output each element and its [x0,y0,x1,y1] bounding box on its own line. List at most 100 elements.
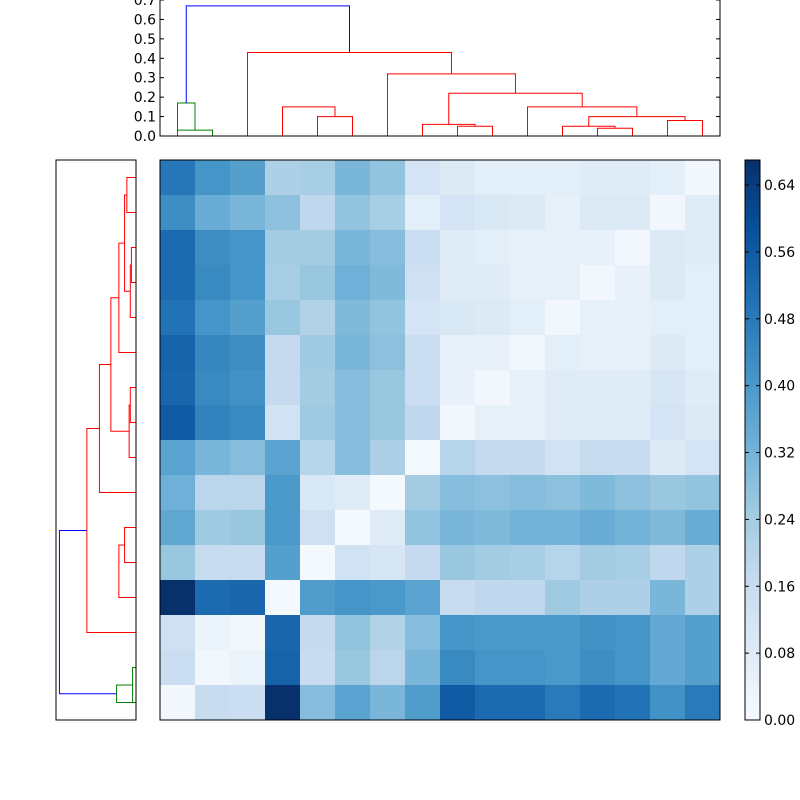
heatmap-cell [335,230,371,266]
heatmap-cell [405,265,441,301]
heatmap-cell [615,230,651,266]
heatmap-cell [300,230,336,266]
heatmap-cell [265,615,301,651]
colorbar-tick-label: 0.56 [764,245,795,261]
heatmap-cell [230,475,266,511]
heatmap-cell [545,230,581,266]
top-dendrogram-tick-label: 0.7 [134,0,156,9]
heatmap-cell [510,230,546,266]
heatmap-cell [370,475,406,511]
heatmap-cell [650,230,686,266]
heatmap-cell [545,195,581,231]
heatmap-cell [650,370,686,406]
heatmap-cell [475,160,511,196]
heatmap-cell [195,580,231,616]
heatmap-cell [300,160,336,196]
heatmap-cell [265,685,301,721]
heatmap-cell [510,300,546,336]
heatmap-cell [650,405,686,441]
heatmap-cell [230,195,266,231]
heatmap-cell [510,510,546,546]
heatmap-cell [475,265,511,301]
heatmap-cell [545,160,581,196]
heatmap-cell [510,650,546,686]
top-dendrogram-tick-label: 0.6 [134,12,156,28]
heatmap-cell [160,580,196,616]
heatmap-cell [230,685,266,721]
top-dendrogram-link [597,127,633,136]
heatmap-cell [475,650,511,686]
top-dendrogram-link [588,116,686,127]
heatmap-cell [195,230,231,266]
heatmap-cell [370,230,406,266]
heatmap-cell [615,510,651,546]
heatmap-cell [510,545,546,581]
heatmap-cell [580,545,616,581]
heatmap-cell [475,230,511,266]
heatmap-cell [370,440,406,476]
heatmap-cell [335,510,371,546]
heatmap-cell [650,160,686,196]
colorbar-tick-label: 0.64 [764,178,795,194]
top-dendrogram-tick-label: 0.0 [134,129,156,145]
heatmap-cell [230,335,266,371]
heatmap-cell [650,685,686,721]
heatmap-cell [510,685,546,721]
heatmap-cell [440,300,476,336]
heatmap-cell [650,335,686,371]
heatmap-cell [685,440,721,476]
heatmap-cell [510,475,546,511]
left-dendrogram-link [130,247,136,283]
heatmap-cell [510,160,546,196]
heatmap-cell [580,370,616,406]
heatmap-cell [300,265,336,301]
top-dendrogram-link [177,129,213,136]
top-dendrogram-frame [159,0,721,137]
heatmap-cell [160,160,196,196]
heatmap-cell [160,475,196,511]
heatmap-cell [195,195,231,231]
heatmap-cell [230,650,266,686]
heatmap-cell [510,405,546,441]
heatmap-cell [195,370,231,406]
heatmap-cell [195,440,231,476]
left-dendrogram-link [124,194,131,292]
heatmap-cell [650,195,686,231]
left-dendrogram-link [116,684,136,703]
heatmap-cell [265,160,301,196]
heatmap-cell [265,370,301,406]
heatmap-cell [685,370,721,406]
heatmap-cell [685,265,721,301]
left-dendrogram [55,159,137,721]
heatmap-cell [195,615,231,651]
top-dendrogram-tick-label: 0.5 [134,32,156,48]
heatmap-cell [475,440,511,476]
heatmap-cell [195,405,231,441]
heatmap-cell [615,195,651,231]
heatmap-cell [300,300,336,336]
heatmap-cell [335,615,371,651]
heatmap-cell [300,650,336,686]
heatmap-frame [159,159,721,721]
heatmap-cell [510,615,546,651]
heatmap-cell [545,580,581,616]
colorbar-tick-label: 0.40 [764,379,795,395]
top-dendrogram-link [247,51,452,136]
heatmap-cell [335,300,371,336]
heatmap-cell [405,300,441,336]
heatmap-cell [545,650,581,686]
heatmap-cell [580,580,616,616]
heatmap-cell [650,265,686,301]
heatmap-cell [510,440,546,476]
heatmap-cell [475,300,511,336]
colorbar-tick-label: 0.16 [764,579,795,595]
heatmap-cell [685,545,721,581]
heatmap-cell [230,440,266,476]
heatmap-cell [265,230,301,266]
heatmap-cell [405,230,441,266]
heatmap-cell [160,615,196,651]
heatmap-cell [510,195,546,231]
heatmap-cell [475,370,511,406]
heatmap-cell [300,580,336,616]
heatmap-cell [685,230,721,266]
